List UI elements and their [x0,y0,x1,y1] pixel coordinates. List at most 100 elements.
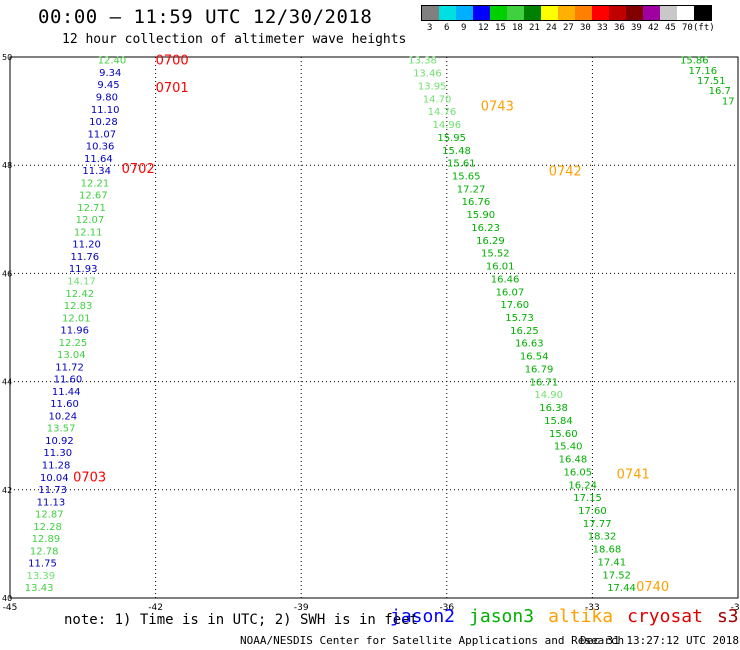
track-time-label: 0702 [122,162,155,177]
legend-swatch [558,6,575,20]
page-title: 00:00 – 11:59 UTC 12/30/2018 [38,6,373,28]
legend-swatch [524,6,541,20]
legend-label: 42 [648,23,659,33]
generated-timestamp: Dec 31 13:27:12 UTC 2018 [580,634,739,647]
satellite-legend-item: altika [548,606,614,627]
wave-height-value: 14.70 [423,94,452,105]
wave-height-value: 14.96 [432,120,461,131]
wave-height-value: 11.93 [69,264,98,275]
track-time-label: 0743 [481,100,514,115]
legend-swatch [694,6,711,20]
satellite-legend: jason2 jason3 altika cryosat s3a [390,606,740,627]
wave-height-value: 14.76 [428,107,457,118]
wave-height-value: 15.48 [442,146,471,157]
wave-height-value: 12.01 [62,313,91,324]
wave-height-value: 13.04 [57,350,86,361]
wave-height-value: 17.60 [578,506,607,517]
wave-height-value: 13.39 [26,571,55,582]
wave-height-value: 14.90 [534,390,563,401]
wave-height-value: 16.79 [525,364,554,375]
wave-height-value: 15.61 [447,159,476,170]
wave-height-value: 16.48 [559,455,588,466]
plot-frame [9,56,739,599]
legend-label: 39 [631,23,642,33]
x-tick-label: -42 [148,603,163,613]
wave-height-value: 11.96 [60,326,89,337]
wave-height-value: 12.78 [30,546,59,557]
wave-height-value: 13.46 [413,69,442,80]
legend-swatches [421,5,712,21]
x-tick-label: -45 [3,603,18,613]
wave-height-value: 11.64 [84,154,113,165]
x-tick-label: -36 [439,603,454,613]
wave-height-value: 11.07 [87,129,116,140]
wave-height-value: 17.52 [602,570,631,581]
wave-height-value: 15.86 [680,56,709,67]
wave-height-value: 16.29 [476,236,505,247]
wave-height-value: 15.73 [505,313,534,324]
wave-height-value: 11.76 [71,252,100,263]
wave-height-value: 10.36 [86,142,115,153]
wave-height-value: 12.40 [98,56,127,67]
wave-height-value: 16.05 [564,467,593,478]
wave-height-value: 11.13 [37,497,66,508]
wave-height-value: 13.38 [408,56,437,67]
wave-height-value: 15.60 [549,429,578,440]
track-time-label: 0701 [156,81,189,96]
wave-height-value: 11.75 [28,559,57,570]
wave-height-value: 17.41 [597,557,626,568]
wave-height-value: 11.60 [50,399,79,410]
legend-label: 36 [614,23,625,33]
legend-swatch [660,6,677,20]
wave-height-value: 17.51 [697,76,726,87]
wave-height-value: 11.20 [72,240,101,251]
legend-label: 6 [444,23,450,33]
wave-height-value: 16.7 [709,86,731,97]
wave-height-value: 11.34 [82,166,111,177]
wave-height-value: 9.34 [99,68,121,79]
legend-label: 18 [512,23,523,33]
wave-height-value: 12.21 [81,178,110,189]
wave-height-value: 11.60 [54,375,83,386]
legend-label: 3 [427,23,433,33]
y-tick-label: 50 [2,53,12,62]
wave-height-value: 11.30 [43,448,72,459]
wave-height-value: 11.73 [38,485,67,496]
wave-height-value: 16.46 [491,274,520,285]
x-tick-label: -33 [585,603,600,613]
legend-swatch [677,6,694,20]
legend-label: 30 [580,23,591,33]
credit-line: NOAA/NESDIS Center for Satellite Applica… [240,634,625,647]
legend-label: 70 [682,23,693,33]
legend-swatch [643,6,660,20]
legend-swatch [626,6,643,20]
y-tick-label: 46 [2,269,12,278]
legend-label: (ft) [693,23,715,33]
wave-height-value: 16.01 [486,262,515,273]
wave-height-value: 13.57 [47,424,76,435]
wave-height-value: 18.32 [588,532,617,543]
wave-height-value: 11.28 [42,461,71,472]
wave-height-value: 12.28 [33,522,62,533]
wave-height-value: 16.24 [568,480,597,491]
legend-label: 12 [478,23,489,33]
wave-height-value: 12.07 [76,215,105,226]
legend-swatch [490,6,507,20]
track-time-label: 0740 [636,580,669,595]
y-tick-label: 40 [2,594,12,603]
wave-height-value: 15.84 [544,416,573,427]
wave-height-value: 11.72 [55,362,84,373]
wave-height-value: 16.23 [471,223,500,234]
track-time-label: 0741 [617,468,650,483]
satellite-legend-item: jason2 [390,606,456,627]
satellite-legend-item: jason3 [469,606,535,627]
wave-height-value: 10.28 [89,117,118,128]
y-tick-label: 48 [2,161,12,170]
legend-label: 27 [563,23,574,33]
wave-height-value: 12.11 [74,227,103,238]
footnote: note: 1) Time is in UTC; 2) SWH is in fe… [64,612,419,628]
wave-height-value: 17.27 [457,184,486,195]
legend-swatch [541,6,558,20]
legend-swatch [422,6,439,20]
